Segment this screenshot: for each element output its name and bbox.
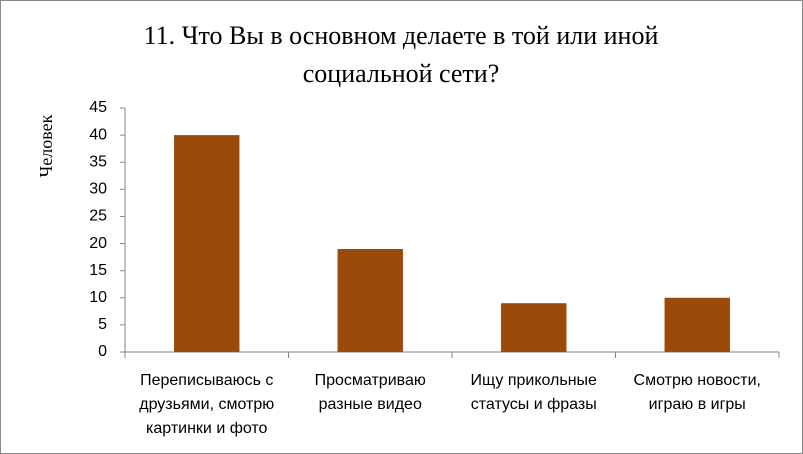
bar <box>174 135 240 352</box>
x-tick-label: Ищу прикольные статусы и фразы <box>470 372 597 413</box>
y-tick-label: 15 <box>89 262 107 279</box>
x-tick-label: Смотрю новости, играю в игры <box>633 372 761 413</box>
bar <box>337 248 403 352</box>
bar <box>501 303 567 352</box>
y-tick-label: 5 <box>98 316 107 333</box>
y-tick-label: 30 <box>89 181 107 198</box>
x-tick-label: Просматриваю разные видео <box>314 372 426 413</box>
chart-title: 11. Что Вы в основном делаете в той или … <box>143 21 659 88</box>
y-tick-label: 0 <box>98 343 107 360</box>
y-tick-label: 40 <box>89 126 107 143</box>
y-tick-label: 10 <box>89 289 107 306</box>
bar <box>664 297 730 352</box>
y-tick-label: 20 <box>89 235 107 252</box>
y-tick-label: 45 <box>89 99 107 116</box>
y-tick-label: 35 <box>89 153 107 170</box>
x-tick-label: Переписываюсь с друзьями, смотрю картинк… <box>139 372 275 437</box>
y-tick-label: 25 <box>89 208 107 225</box>
